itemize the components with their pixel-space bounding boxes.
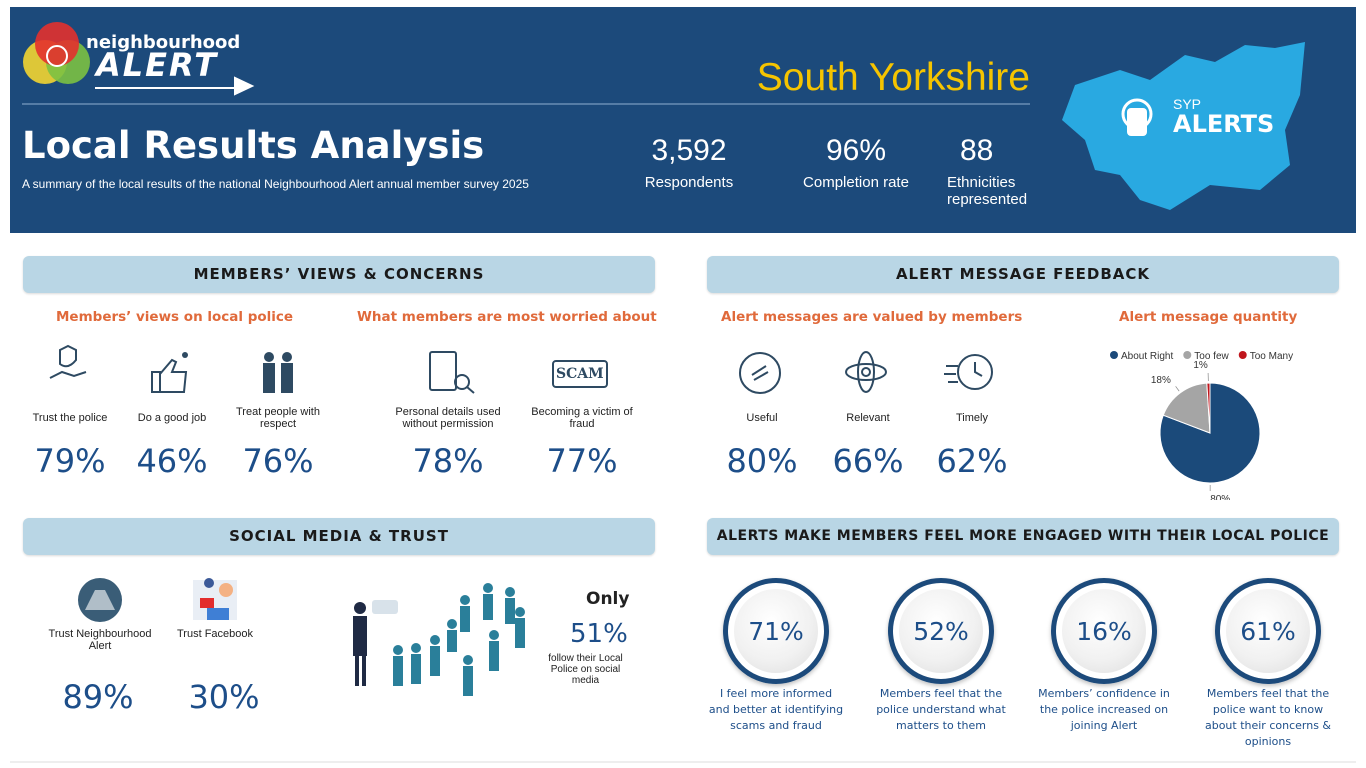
pie-label: 18% — [1151, 375, 1171, 386]
item-value: 76% — [242, 442, 314, 480]
ring — [1051, 578, 1157, 684]
item-value: 62% — [936, 442, 1008, 480]
item-label: Becoming a victim of fraud — [531, 406, 633, 430]
leader-line — [1175, 386, 1180, 392]
item-label: Trust Facebook — [176, 628, 253, 640]
legend-swatch — [1238, 351, 1247, 359]
ring-value: 71% — [748, 617, 804, 646]
follow-label: follow their Local Police on social medi… — [548, 653, 623, 686]
ring-value: 16% — [1076, 617, 1132, 646]
only: Only — [586, 589, 630, 609]
pie-slice — [1162, 382, 1211, 434]
section-title: MEMBERS’ VIEWS & CONCERNS — [23, 256, 655, 293]
section-title: ALERTS MAKE MEMBERS FEEL MORE ENGAGED WI… — [707, 518, 1339, 555]
item-value: 77% — [546, 442, 618, 480]
item-label: Timely — [956, 412, 988, 424]
item-label: Treat people with respect — [236, 406, 320, 430]
item-value: 30% — [188, 678, 260, 716]
item-value: 66% — [832, 442, 904, 480]
section-title: SOCIAL MEDIA & TRUST — [23, 518, 655, 555]
follow-value: 51% — [570, 619, 628, 649]
region: South Yorkshire — [756, 56, 1030, 99]
ring-label: Members’ confidence in the police increa… — [1038, 687, 1170, 732]
ring-label: I feel more informed and better at ident… — [708, 687, 844, 732]
stat-value: 88 — [960, 134, 994, 167]
subtitle: A summary of the local results of the na… — [22, 177, 529, 191]
ring-value: 61% — [1240, 617, 1296, 646]
item-value: 80% — [726, 442, 798, 480]
ring — [888, 578, 994, 684]
stat-value: 3,592 — [651, 134, 727, 167]
item-label: Do a good job — [137, 412, 207, 424]
legend-swatch — [1110, 351, 1118, 359]
item-label: Trust Neighbourhood Alert — [48, 628, 152, 652]
item-value: 46% — [136, 442, 208, 480]
badge-bottom: ALERTS — [1173, 110, 1275, 138]
legend-label: Too few — [1194, 351, 1229, 362]
ring-value: 52% — [913, 617, 969, 646]
stat-label: Completion rate — [803, 174, 909, 191]
legend-label: Too Many — [1250, 351, 1293, 362]
logo-bottom: ALERT — [96, 46, 219, 84]
ring — [1215, 578, 1321, 684]
pie-slice — [1206, 382, 1211, 434]
title: Local Results Analysis — [22, 124, 485, 167]
section-title: ALERT MESSAGE FEEDBACK — [707, 256, 1339, 293]
item-label: Relevant — [846, 412, 890, 424]
item-value: 89% — [62, 678, 134, 716]
legend-swatch — [1183, 351, 1192, 359]
group-heading: Alert messages are valued by members — [721, 309, 1023, 325]
pie-slice — [1159, 382, 1261, 484]
badge-top: SYP — [1173, 96, 1202, 112]
legend-label: About Right — [1121, 351, 1173, 362]
group-heading: Alert message quantity — [1119, 309, 1298, 325]
pie-chart: About Right Too few Too Many 80% 18% 1% — [1110, 351, 1293, 500]
item-label: Trust the police — [32, 412, 108, 424]
group-heading: Members’ views on local police — [56, 309, 294, 325]
stat-value: 96% — [825, 134, 887, 167]
ring — [723, 578, 829, 684]
pie-label: 80% — [1210, 494, 1230, 500]
ring-label: Members feel that the police want to kno… — [1204, 687, 1332, 748]
icon-text: SCAM — [556, 366, 604, 382]
item-value: 78% — [412, 442, 484, 480]
item-label: Personal details used without permission — [395, 406, 501, 430]
item-label: Useful — [746, 412, 778, 424]
item-value: 79% — [34, 442, 106, 480]
group-heading: What members are most worried about — [357, 309, 657, 325]
stat-label: Ethnicities represented — [947, 174, 1028, 208]
ring-label: Members feel that the police understand … — [876, 687, 1006, 732]
stat-label: Respondents — [644, 174, 734, 191]
logo-top: neighbourhood — [86, 32, 241, 53]
pie-label: 1% — [1193, 360, 1208, 371]
